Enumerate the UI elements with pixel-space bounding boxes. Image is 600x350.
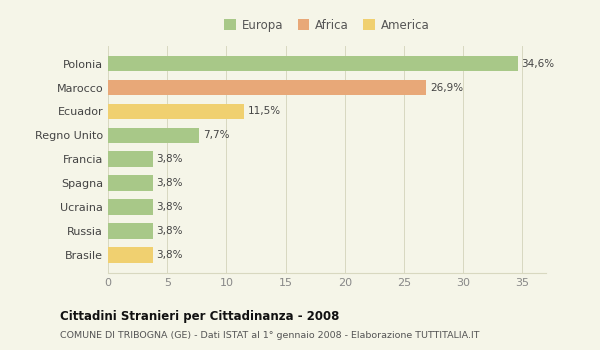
Text: 3,8%: 3,8% — [157, 250, 183, 260]
Text: 26,9%: 26,9% — [430, 83, 463, 92]
Bar — [108, 152, 153, 167]
Bar — [108, 56, 518, 71]
Bar — [108, 175, 153, 191]
Bar — [108, 127, 199, 143]
Legend: Europa, Africa, America: Europa, Africa, America — [221, 15, 433, 35]
Text: 3,8%: 3,8% — [157, 154, 183, 164]
Text: COMUNE DI TRIBOGNA (GE) - Dati ISTAT al 1° gennaio 2008 - Elaborazione TUTTITALI: COMUNE DI TRIBOGNA (GE) - Dati ISTAT al … — [60, 331, 479, 340]
Bar — [108, 80, 427, 95]
Text: 3,8%: 3,8% — [157, 178, 183, 188]
Bar — [108, 247, 153, 262]
Text: 3,8%: 3,8% — [157, 226, 183, 236]
Bar — [108, 199, 153, 215]
Text: Cittadini Stranieri per Cittadinanza - 2008: Cittadini Stranieri per Cittadinanza - 2… — [60, 310, 340, 323]
Text: 7,7%: 7,7% — [203, 130, 229, 140]
Text: 11,5%: 11,5% — [248, 106, 281, 117]
Text: 34,6%: 34,6% — [521, 58, 554, 69]
Text: 3,8%: 3,8% — [157, 202, 183, 212]
Bar — [108, 223, 153, 239]
Bar — [108, 104, 244, 119]
